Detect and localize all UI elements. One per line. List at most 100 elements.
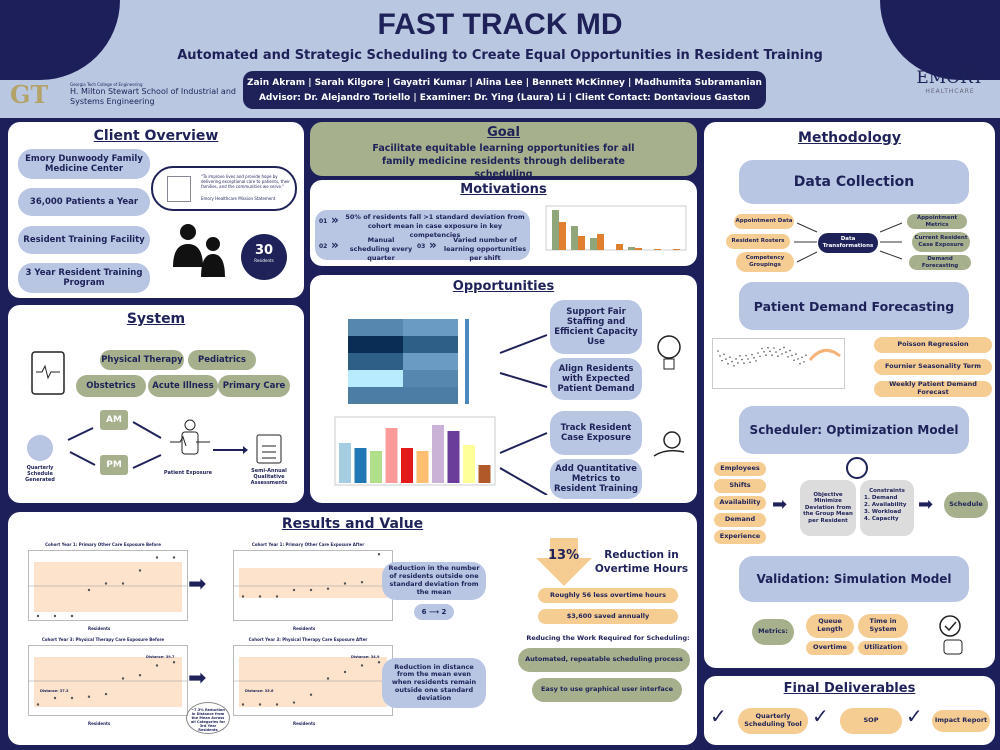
- chart-title: Cohort Year 1: Primary Other Care Exposu…: [251, 542, 365, 547]
- scatter-point: [172, 556, 176, 559]
- scheduler-input: Shifts: [714, 479, 766, 493]
- data-point: [735, 358, 737, 360]
- emory-logo-text: EMORY: [916, 68, 984, 88]
- data-point: [747, 358, 749, 360]
- scheduler-input: Experience: [714, 530, 766, 544]
- bar: [597, 234, 604, 250]
- doctor-patient-icon: [173, 224, 225, 277]
- authors-box: Zain Akram | Sarah Kilgore | Gayatri Kum…: [243, 71, 766, 109]
- forecast-item: Fournier Seasonality Term: [874, 359, 992, 375]
- residents-label: Residents: [254, 258, 274, 263]
- client-item: 3 Year Resident Training Program: [18, 263, 150, 293]
- motivations-box: 01 » 50% of residents fall >1 standard d…: [315, 210, 530, 262]
- gt-school: Georgia Tech College of Engineering H. M…: [70, 82, 240, 107]
- heatmap-cell: [403, 370, 458, 387]
- heatmap-cell: [348, 319, 403, 336]
- distance-high: Distance: 39.7: [146, 655, 175, 659]
- scatter-point: [87, 588, 91, 592]
- opportunity-arrows: [499, 334, 548, 495]
- constraints-box: Constraints 1. Demand 2. Availability 3.…: [860, 480, 914, 536]
- distance-low: Distance: 35.6: [245, 689, 274, 693]
- scatter-point: [326, 587, 330, 590]
- scatter-point: [377, 553, 381, 556]
- bar: [635, 248, 642, 250]
- data-point: [795, 353, 797, 355]
- mission-box: "To improve lives and provide hope by de…: [151, 166, 297, 211]
- reduction-to: 2: [441, 607, 447, 616]
- exposure-scatter-chart: Cohort Year 1: Primary Other Care Exposu…: [223, 542, 393, 634]
- hand-clock-icon: [653, 431, 685, 457]
- constraint-item: 1. Demand: [864, 495, 898, 501]
- check-icon: ✓: [812, 704, 829, 728]
- motivation-bar-chart-image: [545, 205, 687, 251]
- team-members: Zain Akram | Sarah Kilgore | Gayatri Kum…: [247, 78, 762, 88]
- data-point: [785, 351, 787, 353]
- colorbar: [465, 319, 469, 404]
- scheduler-input: Availability: [714, 496, 766, 510]
- bar: [673, 249, 680, 250]
- opportunity-item: Track Resident Case Exposure: [550, 411, 642, 455]
- opportunity-item: Align Residents with Expected Patient De…: [550, 358, 642, 400]
- clipboard-heart-icon: [31, 351, 65, 395]
- data-point: [727, 362, 729, 365]
- flow-arrows: [67, 421, 162, 469]
- scatter-point: [360, 581, 364, 584]
- schedule-output: Schedule: [944, 492, 988, 518]
- data-point: [745, 354, 747, 357]
- deliverables-title: Final Deliverables: [783, 681, 916, 696]
- deliverable-item: SOP: [840, 708, 902, 734]
- scatter-point: [138, 569, 142, 572]
- chart-title: Cohort Year 1: Primary Other Care Exposu…: [45, 542, 161, 547]
- bar: [578, 236, 585, 250]
- data-point: [717, 350, 719, 352]
- forecast-item: Poisson Regression: [874, 337, 992, 353]
- arrow-icon: [213, 446, 248, 454]
- distance-low: Distance: 37.3: [40, 689, 69, 693]
- reduction-text: Reduction in the number of residents out…: [382, 562, 486, 600]
- results-panel: Results and Value Cohort Year 1: Primary…: [8, 512, 697, 745]
- scatter-point: [309, 588, 313, 592]
- chevron-icon: »: [429, 238, 437, 252]
- am-shift: AM: [100, 410, 128, 430]
- forecast-curve: [808, 348, 841, 361]
- data-point: [721, 359, 723, 362]
- hand-check-icon: [939, 615, 963, 655]
- hospital-icon: [167, 176, 191, 202]
- exposure-label: Patient Exposure: [163, 470, 213, 476]
- bar: [416, 451, 429, 483]
- opportunities-panel: Opportunities Support Fair Staffing and …: [310, 275, 697, 503]
- data-point: [801, 356, 803, 359]
- motivation-text: 50% of residents fall >1 standard deviat…: [345, 213, 525, 239]
- chevron-icon: »: [331, 238, 339, 252]
- system-title: System: [126, 311, 186, 327]
- poster-header: FAST TRACK MD Automated and Strategic Sc…: [0, 0, 1000, 118]
- metric-tag: Utilization: [858, 641, 908, 655]
- gt-logo: GT: [10, 80, 49, 109]
- scatter-plot: [28, 550, 188, 621]
- scatter-plot: [233, 645, 393, 716]
- client-overview-panel: Client Overview Emory Dunwoody Family Me…: [8, 122, 304, 298]
- opportunity-item: Add Quantitative Metrics to Resident Tra…: [550, 459, 642, 499]
- data-point: [725, 358, 727, 360]
- scatter-point: [292, 588, 296, 592]
- exposure-scatter-chart: Cohort Year 1: Primary Other Care Exposu…: [18, 542, 188, 634]
- gt-college: Georgia Tech College of Engineering: [70, 82, 143, 87]
- constraint-item: 3. Workload: [864, 509, 902, 515]
- data-point: [751, 353, 753, 356]
- data-point: [767, 346, 769, 349]
- data-point: [729, 356, 731, 359]
- data-flow-arrows: [794, 222, 903, 263]
- output-tag: Demand Forecasting: [909, 255, 971, 270]
- check-icon: ✓: [906, 704, 923, 728]
- bar: [354, 448, 367, 483]
- data-collection-header: Data Collection: [739, 160, 969, 204]
- bar: [339, 443, 351, 483]
- system-panel: System Physical Therapy Pediatrics Obste…: [8, 305, 304, 503]
- overtime-hours: Roughly 56 less overtime hours: [538, 588, 678, 603]
- goal-panel: Goal Facilitate equitable learning oppor…: [310, 122, 697, 180]
- scatter-point: [53, 614, 57, 618]
- arrow-right-icon: ➡: [772, 494, 788, 515]
- emory-logo-sub: HEALTHCARE: [925, 88, 975, 95]
- scatter-point: [292, 701, 296, 704]
- bar: [616, 244, 623, 250]
